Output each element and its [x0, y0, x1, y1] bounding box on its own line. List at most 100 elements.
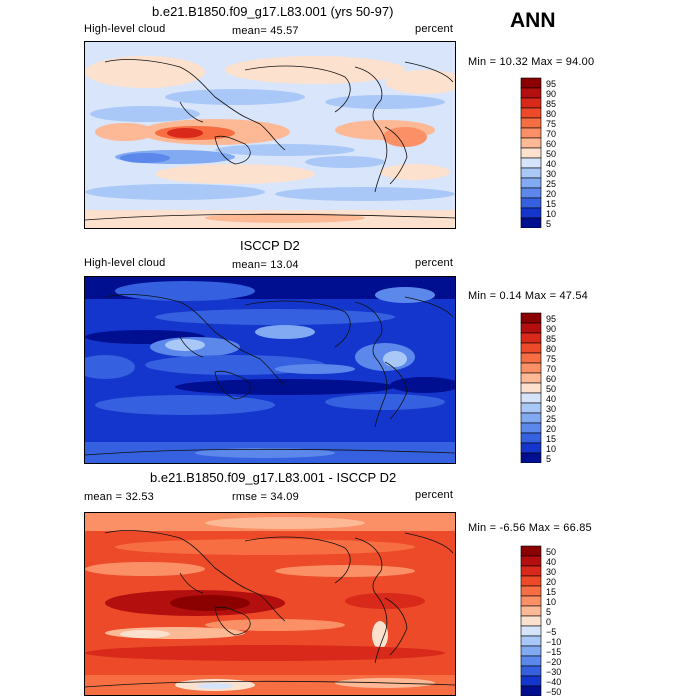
colorbar-tick-label: 15: [546, 434, 556, 444]
colorbar-swatch: [520, 127, 542, 139]
colorbar-swatch: [520, 137, 542, 149]
colorbar-swatch: [520, 77, 542, 89]
colorbar-swatch: [520, 97, 542, 109]
panel2-units-label: percent: [415, 257, 454, 269]
colorbar-tick-label: 40: [546, 394, 556, 404]
colorbar-swatch: [520, 615, 542, 627]
panel1-mean-label: mean= 45.57: [232, 25, 299, 37]
colorbar-swatch: [520, 595, 542, 607]
colorbar-swatch: [520, 635, 542, 647]
colorbar-swatch: [520, 575, 542, 587]
colorbar-swatch: [520, 197, 542, 209]
panel2-mean-label: mean= 13.04: [232, 259, 299, 271]
season-label: ANN: [510, 9, 556, 32]
colorbar-swatch: [520, 107, 542, 119]
colorbar-tick-label: 25: [546, 179, 556, 189]
colorbar-tick-label: 40: [546, 557, 556, 567]
panel2-map: [84, 276, 456, 464]
colorbar-tick-label: 5: [546, 607, 551, 617]
panel1-minmax-label: Min = 10.32 Max = 94.00: [468, 56, 595, 68]
colorbar-tick-label: 95: [546, 79, 556, 89]
colorbar-swatch: [520, 685, 542, 696]
colorbar-swatch: [520, 555, 542, 567]
colorbar-tick-label: 30: [546, 169, 556, 179]
colorbar-swatch: [520, 625, 542, 637]
colorbar-tick-label: 15: [546, 199, 556, 209]
colorbar-swatch: [520, 352, 542, 364]
colorbar-swatch: [520, 565, 542, 577]
panel3-rmse-label: rmse = 34.09: [232, 491, 299, 503]
colorbar-swatch: [520, 655, 542, 667]
colorbar-swatch: [520, 452, 542, 463]
colorbar-swatch: [520, 402, 542, 414]
panel2-variable-label: High-level cloud: [84, 257, 166, 269]
colorbar-tick-label: 0: [546, 617, 551, 627]
colorbar-swatch: [520, 645, 542, 657]
panel2-minmax-label: Min = 0.14 Max = 47.54: [468, 290, 588, 302]
colorbar-tick-label: 50: [546, 384, 556, 394]
colorbar-swatch: [520, 665, 542, 677]
colorbar-tick-label: 5: [546, 454, 551, 463]
panel3-map: [84, 512, 456, 696]
colorbar-tick-label: 50: [546, 547, 556, 557]
colorbar-tick-label: 85: [546, 334, 556, 344]
panel3-units-label: percent: [415, 489, 454, 501]
colorbar-swatch: [520, 422, 542, 434]
colorbar-tick-label: 10: [546, 209, 556, 219]
panel1-map: [84, 41, 456, 229]
colorbar-tick-label: 40: [546, 159, 556, 169]
colorbar-tick-label: 10: [546, 444, 556, 454]
colorbar-tick-label: −30: [546, 667, 561, 677]
colorbar-tick-label: −5: [546, 627, 556, 637]
colorbar-tick-label: 90: [546, 324, 556, 334]
colorbar-tick-label: 30: [546, 567, 556, 577]
colorbar-swatch: [520, 147, 542, 159]
colorbar-swatch: [520, 382, 542, 394]
colorbar-swatch: [520, 545, 542, 557]
colorbar-swatch: [520, 442, 542, 454]
colorbar-swatch: [520, 675, 542, 687]
panel2-map-field: [85, 277, 455, 463]
colorbar-tick-label: 50: [546, 149, 556, 159]
colorbar-swatch: [520, 217, 542, 228]
colorbar-swatch: [520, 412, 542, 424]
colorbar-tick-label: −10: [546, 637, 561, 647]
colorbar-tick-label: 30: [546, 404, 556, 414]
colorbar-tick-label: −40: [546, 677, 561, 687]
colorbar-swatch: [520, 605, 542, 617]
colorbar-tick-label: 10: [546, 597, 556, 607]
colorbar-tick-label: −20: [546, 657, 561, 667]
colorbar-tick-label: 70: [546, 129, 556, 139]
colorbar-tick-label: 80: [546, 344, 556, 354]
colorbar-tick-label: 60: [546, 374, 556, 384]
panel2-title: ISCCP D2: [240, 238, 300, 253]
colorbar-swatch: [520, 312, 542, 324]
colorbar-tick-label: 5: [546, 219, 551, 228]
colorbar-swatch: [520, 332, 542, 344]
colorbar-swatch: [520, 322, 542, 334]
colorbar-swatch: [520, 362, 542, 374]
colorbar-tick-label: 15: [546, 587, 556, 597]
colorbar-swatch: [520, 372, 542, 384]
colorbar-swatch: [520, 187, 542, 199]
colorbar-tick-label: 20: [546, 189, 556, 199]
panel1-map-field: [85, 42, 455, 228]
panel1-units-label: percent: [415, 23, 454, 35]
panel1-title: b.e21.B1850.f09_g17.L83.001 (yrs 50-97): [152, 4, 394, 19]
colorbar-swatch: [520, 342, 542, 354]
colorbar-tick-label: 75: [546, 354, 556, 364]
colorbar-tick-label: 75: [546, 119, 556, 129]
colorbar-swatch: [520, 157, 542, 169]
colorbar-tick-label: 90: [546, 89, 556, 99]
colorbar-tick-label: 85: [546, 99, 556, 109]
colorbar-swatch: [520, 207, 542, 219]
colorbar-swatch: [520, 585, 542, 597]
colorbar-tick-label: 80: [546, 109, 556, 119]
colorbar-tick-label: −50: [546, 687, 561, 696]
colorbar-tick-label: 95: [546, 314, 556, 324]
colorbar-tick-label: −15: [546, 647, 561, 657]
panel3-map-field: [85, 513, 455, 695]
